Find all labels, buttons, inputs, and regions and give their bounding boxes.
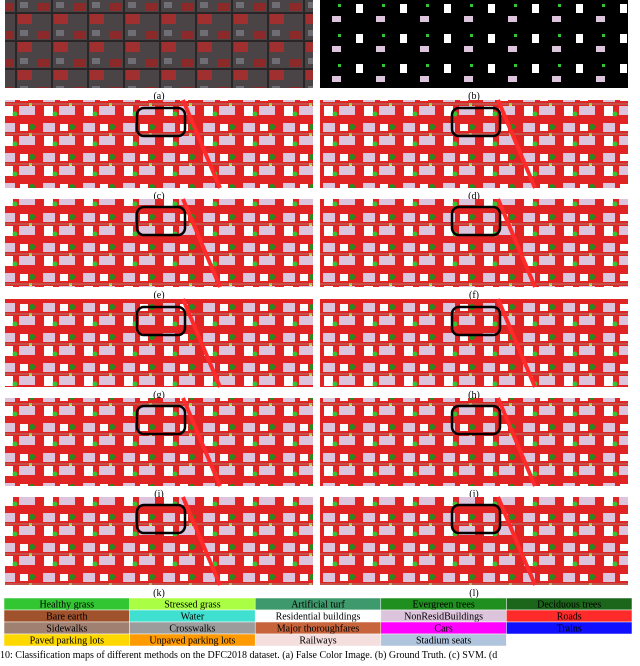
railway [496, 198, 537, 288]
highlight-box [450, 205, 502, 237]
panel-label: (f) [469, 290, 479, 301]
legend-swatch [506, 621, 633, 635]
highlight-box [135, 106, 187, 138]
railway [496, 99, 537, 189]
highlight-box [135, 503, 187, 535]
map-image [5, 199, 313, 287]
legend-label: Cars [434, 624, 452, 635]
legend-label: Water [181, 612, 205, 623]
panel-label: (l) [469, 588, 478, 599]
panel-label: (g) [153, 390, 165, 401]
highlight-box [450, 106, 502, 138]
panel-label: (b) [468, 91, 480, 102]
map-image [5, 299, 313, 387]
panel-label: (k) [153, 588, 165, 599]
railway [181, 298, 222, 388]
legend-label: Healthy grass [39, 600, 94, 611]
highlight-box [135, 404, 187, 436]
legend-label: Sidewalks [46, 624, 87, 635]
panel-label: (e) [153, 290, 164, 301]
highlight-box [450, 503, 502, 535]
highlight-box [450, 305, 502, 337]
railway [181, 496, 222, 586]
railway [181, 198, 222, 288]
highlight-box [135, 205, 187, 237]
highlight-box [450, 404, 502, 436]
map-image [320, 398, 628, 486]
railway [496, 496, 537, 586]
legend-label: Crosswalks [169, 624, 215, 635]
map-image [5, 497, 313, 585]
highlight-box [135, 305, 187, 337]
panel-label: (j) [469, 489, 478, 500]
legend-label: Stadium seats [416, 636, 471, 647]
map-image [5, 398, 313, 486]
map-image [320, 0, 628, 88]
legend-label: Residential buildings [276, 612, 361, 623]
panel-label: (d) [468, 191, 480, 202]
legend-label: Railways [299, 636, 336, 647]
legend-label: Roads [557, 612, 582, 623]
railway [496, 397, 537, 487]
legend-swatch [380, 633, 507, 647]
map-image [320, 199, 628, 287]
railway [181, 99, 222, 189]
map-image [5, 0, 313, 88]
railway [496, 298, 537, 388]
panel-label: (h) [468, 390, 480, 401]
legend-label: Evergreen trees [412, 600, 474, 611]
map-image [5, 100, 313, 188]
railway [181, 397, 222, 487]
legend-label: Trains [557, 624, 582, 635]
map-image [320, 497, 628, 585]
legend-label: Stressed grass [164, 600, 220, 611]
legend-label: Paved parking lots [30, 636, 105, 647]
map-image [320, 100, 628, 188]
legend-label: Artificial turf [291, 600, 345, 611]
caption: 10: Classification maps of different met… [0, 650, 497, 661]
legend-label: Major thoroughfares [277, 624, 360, 635]
panel-label: (c) [153, 191, 164, 202]
panel-label: (i) [154, 489, 163, 500]
map-image [320, 299, 628, 387]
legend-label: NonResidBuildings [404, 612, 483, 623]
panel-label: (a) [153, 91, 164, 102]
legend-label: Deciduous trees [537, 600, 601, 611]
legend-label: Bare earth [46, 612, 87, 623]
legend-label: Unpaved parking lots [149, 636, 235, 647]
